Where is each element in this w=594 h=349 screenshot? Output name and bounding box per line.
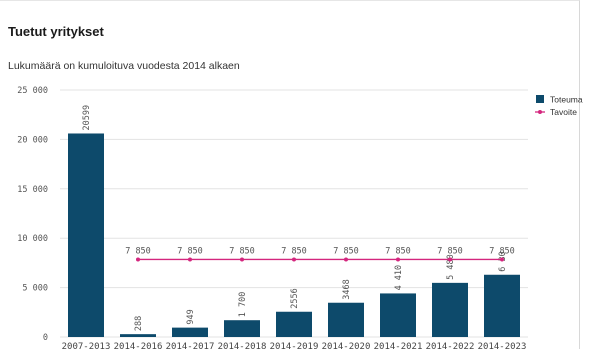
- legend-label-toteuma: Toteuma: [550, 95, 583, 105]
- bar-value-labels: 20599 288 949 1 700 2556 3468 4 410 5 480 6 30: [82, 105, 508, 331]
- y-tick-label: 10 000: [17, 234, 48, 244]
- legend-swatch-tavoite-marker: [538, 110, 542, 114]
- x-tick-label: 2014-2019: [270, 342, 319, 349]
- bars: [68, 133, 520, 337]
- bar-value-label: 2556: [290, 288, 300, 308]
- legend: Toteuma Tavoite: [535, 95, 583, 117]
- target-value-label: 7 850: [333, 246, 359, 256]
- bar: [172, 327, 208, 337]
- x-tick-label: 2007-2013: [62, 342, 111, 349]
- chart-title: Tuetut yritykset: [8, 24, 104, 39]
- target-value-label: 7 850: [385, 246, 411, 256]
- bar: [328, 302, 364, 337]
- legend-label-tavoite: Tavoite: [550, 107, 577, 117]
- target-point: [292, 257, 296, 262]
- target-value-label: 7 850: [437, 246, 463, 256]
- bar: [484, 274, 520, 337]
- target-point: [344, 257, 348, 262]
- target-point: [396, 257, 400, 262]
- target-value-label: 7 850: [229, 246, 255, 256]
- bar-value-label: 1 700: [238, 292, 248, 318]
- target-value-label: 7 850: [489, 246, 515, 256]
- bar: [224, 320, 260, 337]
- x-tick-label: 2014-2020: [322, 342, 371, 349]
- target-point: [188, 257, 192, 262]
- bar-value-label: 20599: [82, 105, 92, 131]
- target-value-label: 7 850: [281, 246, 307, 256]
- bar-value-label: 6 30: [498, 251, 508, 271]
- bar-value-label: 3468: [342, 279, 352, 299]
- target-point: [500, 257, 504, 262]
- bar: [432, 282, 468, 337]
- y-tick-label: 0: [43, 333, 48, 343]
- bar-value-label: 4 410: [394, 265, 404, 291]
- target-point: [136, 257, 140, 262]
- y-tick-label: 20 000: [17, 135, 48, 145]
- y-tick-label: 5 000: [22, 284, 48, 294]
- bar-value-label: 5 480: [446, 254, 456, 280]
- chart-panel: Tuetut yritykset Lukumäärä on kumuloituv…: [0, 0, 580, 349]
- x-tick-label: 2014-2017: [166, 342, 215, 349]
- x-tick-label: 2014-2018: [218, 342, 267, 349]
- bar: [380, 293, 416, 337]
- x-tick-label: 2014-2021: [374, 342, 423, 349]
- bar-value-label: 288: [134, 316, 144, 331]
- bar: [68, 133, 104, 337]
- x-axis-ticks: 2007-2013 2014-2016 2014-2017 2014-2018 2014…: [62, 342, 527, 349]
- y-tick-label: 15 000: [17, 185, 48, 195]
- y-tick-label: 25 000: [17, 86, 48, 96]
- legend-swatch-toteuma: [536, 95, 544, 103]
- chart-subtitle: Lukumäärä on kumuloituva vuodesta 2014 a…: [8, 60, 240, 72]
- x-tick-label: 2014-2023: [478, 342, 527, 349]
- target-value-label: 7 850: [177, 246, 203, 256]
- y-axis-ticks: 0 5 000 10 000 15 000 20 000 25 000: [17, 86, 48, 343]
- bar: [276, 311, 312, 337]
- x-tick-label: 2014-2022: [426, 342, 475, 349]
- x-tick-label: 2014-2016: [114, 342, 163, 349]
- bar-value-label: 949: [186, 309, 196, 324]
- target-point: [448, 257, 452, 262]
- bar: [120, 334, 156, 337]
- target-point: [240, 257, 244, 262]
- target-line: 7 850 7 850 7 850 7 850 7 850 7 850 7 850 7 850: [125, 246, 515, 262]
- target-value-label: 7 850: [125, 246, 151, 256]
